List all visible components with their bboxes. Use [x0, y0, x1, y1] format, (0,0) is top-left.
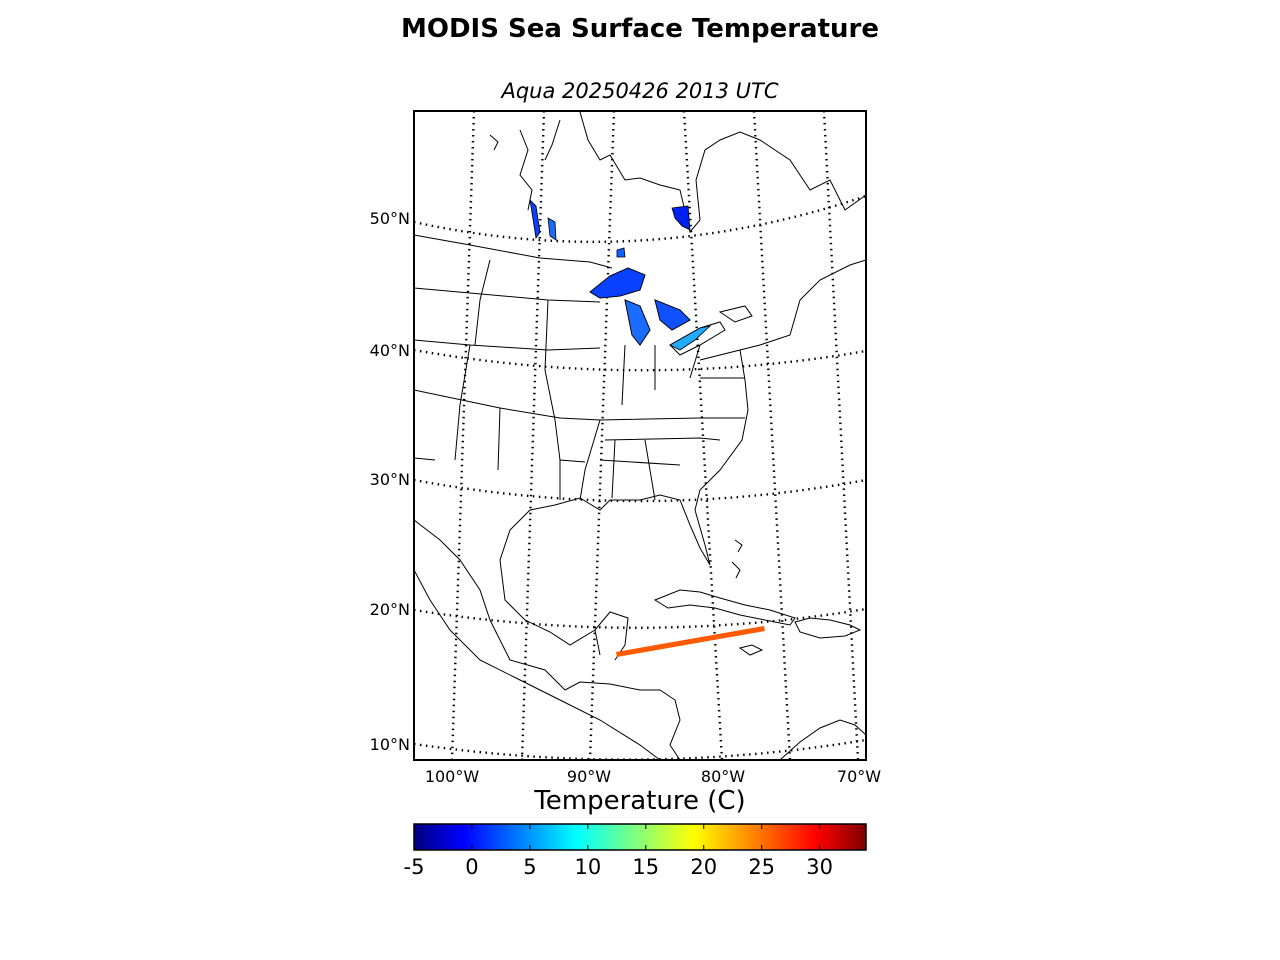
colorbar-tick-label: 15 [632, 855, 660, 879]
lake-michigan-sst [624, 299, 651, 346]
colorbar-title: Temperature (C) [534, 786, 746, 816]
lake-winnipeg-south-sst [547, 217, 557, 241]
lake-superior-sst [589, 267, 646, 299]
lake-nipigon-sst [616, 247, 626, 258]
state-borders [414, 259, 745, 501]
caribbean-swath-sst [616, 626, 765, 657]
map-title: MODIS Sea Surface Temperature [401, 14, 879, 44]
lake-mistassini-sst [671, 205, 691, 231]
lat-label-50: 50°N [369, 209, 410, 228]
map-subtitle: Aqua 20250426 2013 UTC [501, 79, 779, 103]
colorbar-tick-label: 20 [690, 855, 718, 879]
coastlines [414, 111, 866, 760]
colorbar-ticks [413, 824, 821, 850]
lake-winnipeg-sst [529, 198, 541, 240]
colorbar-tick-label: 5 [523, 855, 537, 879]
colorbar-tick-label: -5 [403, 855, 425, 879]
lat-label-40: 40°N [369, 341, 410, 360]
colorbar [413, 823, 867, 851]
colorbar-tick-label: 0 [465, 855, 479, 879]
colorbar-tick-label: 30 [806, 855, 834, 879]
colorbar-tick-label: 10 [574, 855, 602, 879]
lake-erie-sst [669, 325, 712, 351]
lon-label-70w: 70°W [836, 767, 882, 786]
lat-label-20: 20°N [369, 600, 410, 619]
map-frame [413, 110, 867, 761]
lon-label-80w: 80°W [700, 767, 746, 786]
sst-data [529, 198, 765, 657]
lake-huron-sst [654, 299, 691, 331]
lon-label-90w: 90°W [566, 767, 612, 786]
lon-label-100w: 100°W [424, 767, 480, 786]
lat-label-10: 10°N [369, 735, 410, 754]
colorbar-tick-label: 25 [748, 855, 776, 879]
meridians [450, 111, 860, 760]
lat-label-30: 30°N [369, 470, 410, 489]
